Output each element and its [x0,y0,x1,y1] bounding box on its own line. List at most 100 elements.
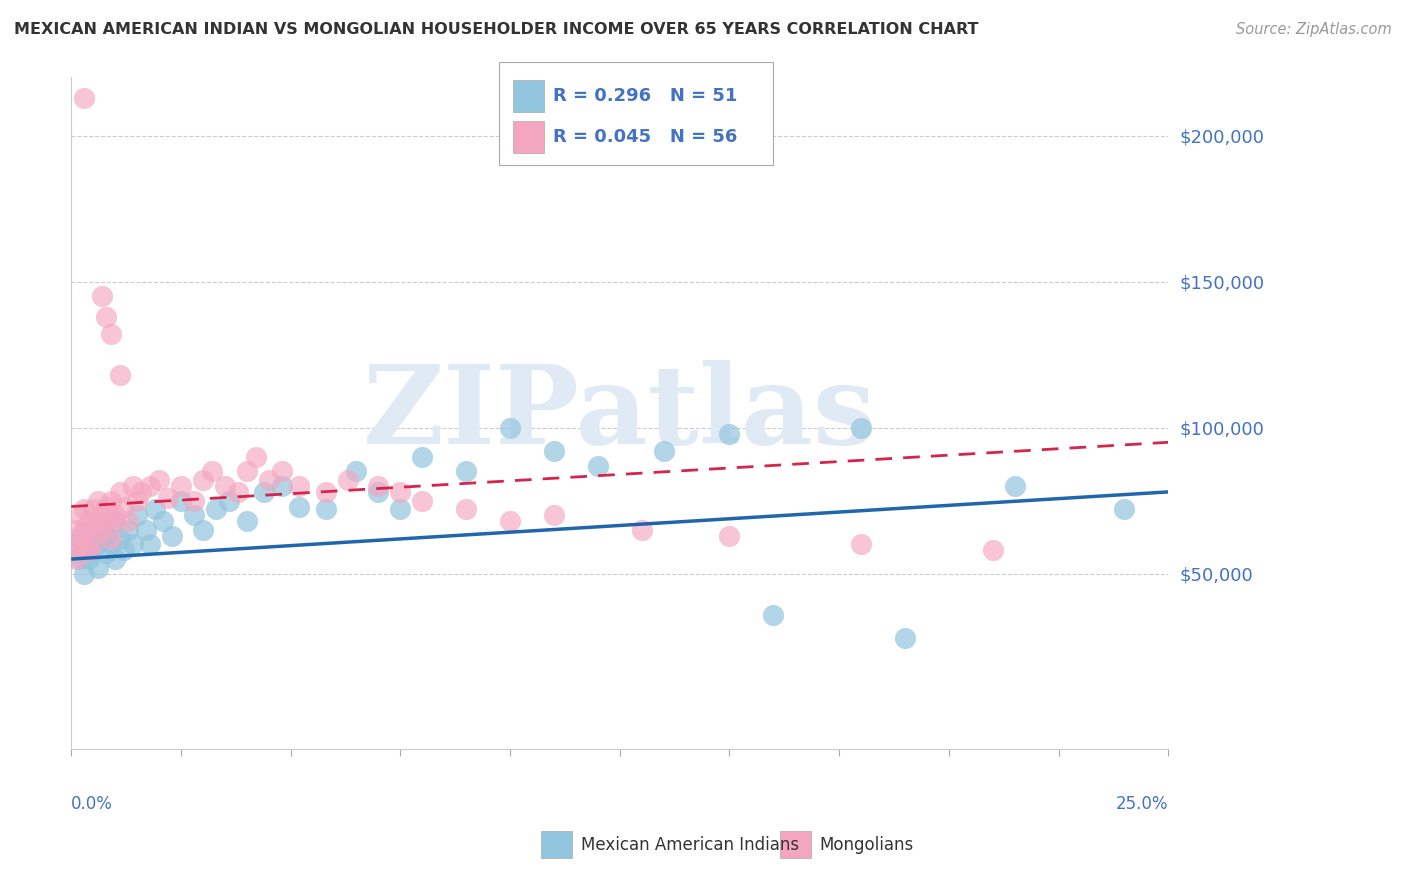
Point [69,529,91,543]
Point [96,546,118,560]
Point [125,508,148,523]
Point [91,532,114,546]
Point [108,532,131,546]
Point [170,493,193,508]
Point [288,500,311,514]
Point [543,508,565,523]
Point [411,450,433,464]
Point [121,537,143,551]
Point [69,543,91,558]
Point [69,532,91,546]
Point [315,502,337,516]
Point [108,368,131,383]
Point [100,327,122,342]
Point [160,529,183,543]
Point [630,523,652,537]
Point [100,493,122,508]
Point [270,465,292,479]
Point [411,493,433,508]
Point [96,529,118,543]
Point [205,502,228,516]
Point [86,514,108,528]
Point [86,537,108,551]
Point [108,484,131,499]
Point [214,479,236,493]
Point [65,523,87,537]
Point [69,552,91,566]
Point [125,493,148,508]
Text: 0.0%: 0.0% [72,796,112,814]
Point [762,607,785,622]
Point [201,465,224,479]
Point [143,502,166,516]
Point [82,502,104,516]
Point [65,552,87,566]
Point [135,523,157,537]
Point [139,537,162,551]
Point [1114,502,1136,516]
Point [91,508,114,523]
Point [73,566,96,581]
Point [367,479,389,493]
Text: Mongolians: Mongolians [820,836,914,854]
Point [139,479,162,493]
Point [718,529,741,543]
Point [148,473,170,487]
Text: 25.0%: 25.0% [1116,796,1168,814]
Point [981,543,1004,558]
Point [65,543,87,558]
Text: MEXICAN AMERICAN INDIAN VS MONGOLIAN HOUSEHOLDER INCOME OVER 65 YEARS CORRELATIO: MEXICAN AMERICAN INDIAN VS MONGOLIAN HOU… [14,22,979,37]
Point [652,444,675,458]
Point [849,537,872,551]
Point [236,514,259,528]
Point [91,289,114,303]
Text: R = 0.045   N = 56: R = 0.045 N = 56 [553,128,737,146]
Point [270,479,292,493]
Point [718,426,741,441]
Point [336,473,359,487]
Point [100,532,122,546]
Point [226,484,249,499]
Point [86,493,108,508]
Point [69,508,91,523]
Point [183,508,205,523]
Point [117,523,139,537]
Point [191,523,214,537]
Point [77,552,100,566]
Point [121,479,143,493]
Point [245,450,267,464]
Point [82,523,104,537]
Point [104,514,127,528]
Point [389,502,412,516]
Point [91,523,114,537]
Point [346,465,368,479]
Point [82,537,104,551]
Point [586,458,609,473]
Point [117,514,139,528]
Point [96,500,118,514]
Point [253,484,276,499]
Point [257,473,280,487]
Point [191,473,214,487]
Point [543,444,565,458]
Point [112,500,135,514]
Point [170,479,193,493]
Point [82,523,104,537]
Point [77,514,100,528]
Point [86,561,108,575]
Point [104,508,127,523]
Point [65,537,87,551]
Point [104,552,127,566]
Point [499,514,522,528]
Text: Source: ZipAtlas.com: Source: ZipAtlas.com [1236,22,1392,37]
Text: R = 0.296   N = 51: R = 0.296 N = 51 [553,87,737,105]
Point [131,484,153,499]
Text: ZIPatlas: ZIPatlas [363,359,876,467]
Point [96,310,118,324]
Text: Mexican American Indians: Mexican American Indians [581,836,799,854]
Point [77,543,100,558]
Point [73,91,96,105]
Point [100,537,122,551]
Point [288,479,311,493]
Point [389,484,412,499]
